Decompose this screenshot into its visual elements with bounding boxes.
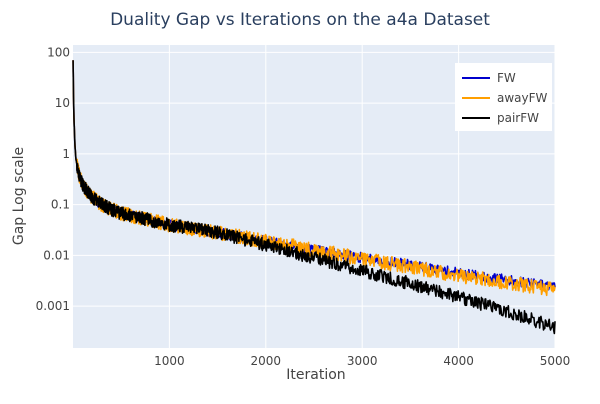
chart-title: Duality Gap vs Iterations on the a4a Dat…	[110, 10, 490, 30]
y-tick-label: 0.1	[51, 198, 70, 212]
x-tick-label: 4000	[443, 354, 474, 368]
legend-label: FW	[497, 71, 516, 85]
series-line-pairFW	[72, 59, 556, 335]
y-axis-label: Gap Log scale	[11, 147, 27, 245]
legend-label: awayFW	[497, 91, 548, 105]
x-tick-label: 3000	[347, 354, 378, 368]
legend-label: pairFW	[497, 111, 539, 125]
legend-item-pairFW[interactable]: pairFW	[462, 111, 539, 125]
x-tick-label: 2000	[251, 354, 282, 368]
legend[interactable]: FW awayFW pairFW	[455, 63, 552, 131]
x-tick-label: 5000	[540, 354, 571, 368]
legend-item-awayFW[interactable]: awayFW	[462, 91, 548, 105]
y-tick-label: 10	[55, 96, 70, 110]
y-tick-label: 1	[62, 147, 70, 161]
y-tick-label: 100	[47, 45, 70, 59]
x-axis-label: Iteration	[286, 367, 345, 383]
y-tick-label: 0.001	[36, 299, 70, 313]
x-tick-label: 1000	[154, 354, 185, 368]
series-layer	[72, 59, 556, 335]
y-tick-label: 0.01	[43, 248, 70, 262]
legend-item-FW[interactable]: FW	[462, 71, 516, 85]
tick-layer: 1000 2000 3000 4000 5000 0.001 0.01 0.1 1 10 100	[36, 45, 571, 368]
